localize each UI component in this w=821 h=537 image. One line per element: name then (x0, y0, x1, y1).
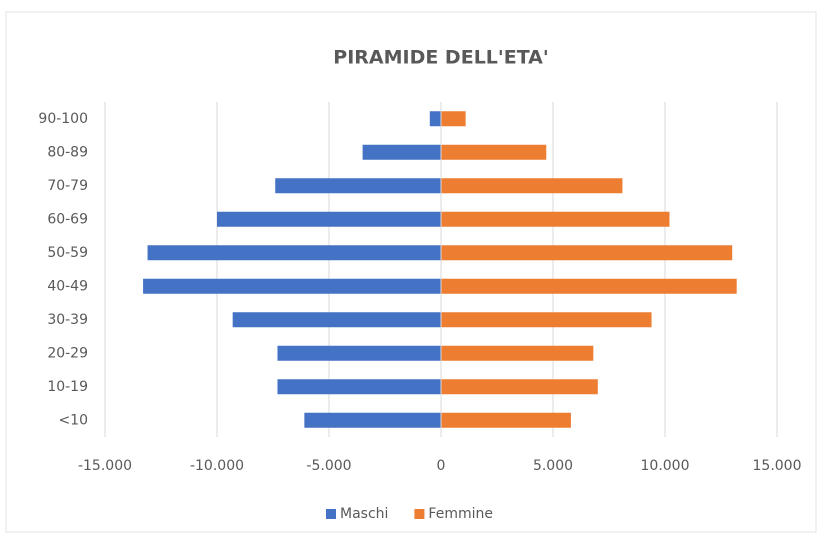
bar (304, 412, 441, 428)
legend-label: Maschi (340, 506, 388, 522)
bar (441, 312, 652, 328)
y-tick-label: 90-100 (38, 111, 88, 127)
bar (441, 278, 737, 294)
bar (275, 178, 441, 194)
y-tick-label: 50-59 (47, 245, 88, 261)
y-tick-label: 10-19 (47, 379, 88, 395)
bar (429, 111, 441, 127)
bar (441, 178, 623, 194)
bar (441, 144, 547, 160)
chart-frame (5, 11, 817, 533)
y-tick-label: <10 (58, 412, 88, 428)
chart-title: PIRAMIDE DELL'ETA' (333, 47, 548, 69)
bar (441, 345, 594, 361)
y-tick-label: 80-89 (47, 144, 88, 160)
bar (441, 211, 670, 227)
y-tick-label: 70-79 (47, 178, 88, 194)
y-tick-label: 30-39 (47, 312, 88, 328)
y-tick-label: 60-69 (47, 211, 88, 227)
bar (441, 111, 466, 127)
legend-label: Femmine (428, 506, 493, 522)
bar (277, 379, 441, 395)
y-tick-label: 40-49 (47, 278, 88, 294)
x-tick-label: -5.000 (306, 458, 351, 474)
x-tick-label: -15.000 (78, 458, 132, 474)
bar (232, 312, 441, 328)
legend-swatch (326, 509, 336, 519)
y-tick-label: 20-29 (47, 345, 88, 361)
x-tick-label: 10.000 (641, 458, 690, 474)
bar (147, 245, 441, 261)
x-tick-label: 5.000 (533, 458, 573, 474)
x-tick-label: 0 (437, 458, 446, 474)
legend-swatch (414, 509, 425, 519)
bar (441, 245, 733, 261)
bar (143, 278, 441, 294)
bar (441, 379, 598, 395)
x-tick-label: -10.000 (190, 458, 244, 474)
bar (277, 345, 441, 361)
bar (362, 144, 441, 160)
x-tick-label: 15.000 (753, 458, 802, 474)
bar (441, 412, 571, 428)
bar (217, 211, 441, 227)
